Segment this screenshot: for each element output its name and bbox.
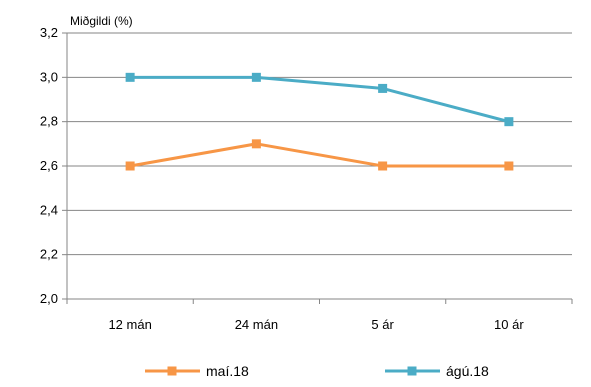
legend-marker: [167, 366, 177, 376]
x-tick-label: 5 ár: [371, 317, 394, 332]
series-line-2: [130, 75, 510, 124]
data-point: [504, 161, 514, 171]
legend-label: maí.18: [206, 363, 249, 379]
data-point: [125, 161, 135, 171]
legend-marker: [407, 366, 417, 376]
y-tick-labels: 2,0 2,2 2,4 2,6 2,8 3,0 3,2: [40, 25, 58, 306]
x-tick-labels: 12 mán 24 mán 5 ár 10 ár: [108, 317, 524, 332]
y-tick-label: 2,4: [40, 202, 58, 217]
y-tick-label: 2,0: [40, 291, 58, 306]
y-tick-label: 2,2: [40, 247, 58, 262]
y-axis-title: Miðgildi (%): [70, 14, 133, 28]
legend-label: ágú.18: [446, 363, 489, 379]
x-tick-label: 24 mán: [235, 317, 278, 332]
data-point: [251, 139, 261, 149]
x-tick-label: 12 mán: [108, 317, 151, 332]
x-tick-label: 10 ár: [494, 317, 524, 332]
y-tick-label: 2,8: [40, 114, 58, 129]
y-tick-label: 3,0: [40, 69, 58, 84]
data-point: [251, 72, 261, 82]
legend: maí.18 ágú.18: [145, 363, 489, 379]
series-group: [125, 72, 514, 171]
series-line-1: [129, 142, 509, 168]
gridlines: [62, 32, 573, 304]
axes: [66, 33, 572, 300]
data-point: [125, 72, 135, 82]
data-point: [378, 83, 388, 93]
data-point: [504, 117, 514, 127]
y-tick-label: 2,6: [40, 158, 58, 173]
data-point: [378, 161, 388, 171]
y-tick-label: 3,2: [40, 25, 58, 40]
